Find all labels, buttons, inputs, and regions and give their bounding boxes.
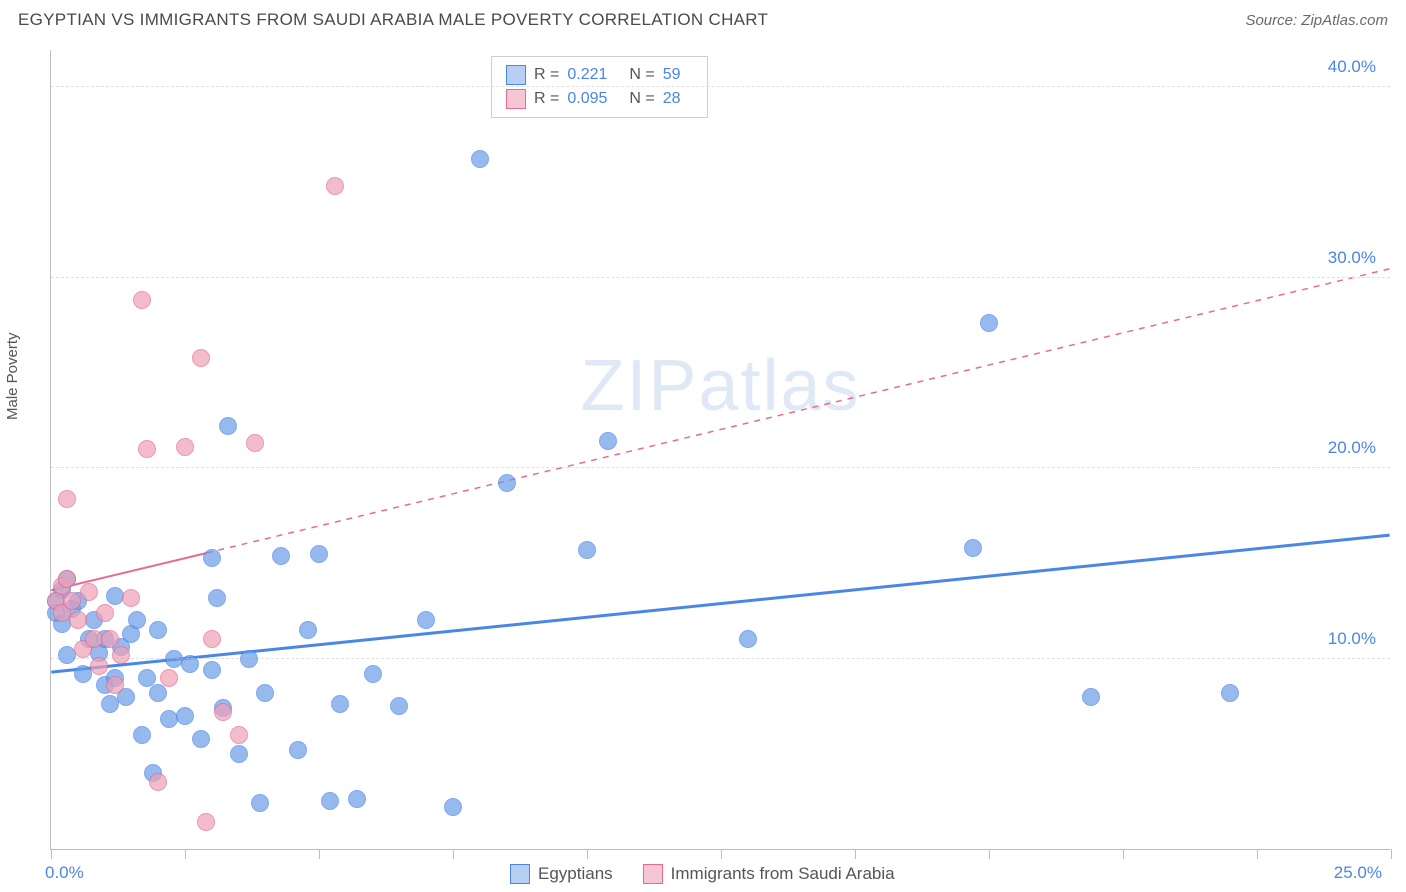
data-point: [230, 726, 248, 744]
data-point: [203, 661, 221, 679]
data-point: [181, 655, 199, 673]
data-point: [106, 676, 124, 694]
data-point: [176, 707, 194, 725]
legend-swatch-egyptians-bottom: [510, 864, 530, 884]
data-point: [149, 621, 167, 639]
x-tick-label: 0.0%: [45, 863, 84, 883]
data-point: [80, 583, 98, 601]
scatter-plot: ZIPatlas R = 0.221 N = 59 R = 0.095 N = …: [50, 50, 1390, 850]
data-point: [219, 417, 237, 435]
data-point: [390, 697, 408, 715]
data-point: [444, 798, 462, 816]
data-point: [964, 539, 982, 557]
series-legend: Egyptians Immigrants from Saudi Arabia: [510, 864, 895, 884]
data-point: [230, 745, 248, 763]
y-tick-label: 20.0%: [1328, 438, 1376, 458]
data-point: [310, 545, 328, 563]
data-point: [69, 611, 87, 629]
r-value-egyptians: 0.221: [567, 66, 621, 84]
r-value-saudi: 0.095: [567, 90, 621, 108]
data-point: [739, 630, 757, 648]
data-point: [214, 703, 232, 721]
data-point: [251, 794, 269, 812]
data-point: [203, 549, 221, 567]
data-point: [331, 695, 349, 713]
data-point: [498, 474, 516, 492]
data-point: [149, 773, 167, 791]
n-value-saudi: 28: [663, 90, 693, 108]
data-point: [348, 790, 366, 808]
data-point: [578, 541, 596, 559]
data-point: [58, 570, 76, 588]
data-point: [208, 589, 226, 607]
data-point: [289, 741, 307, 759]
y-tick-label: 30.0%: [1328, 248, 1376, 268]
data-point: [417, 611, 435, 629]
data-point: [63, 592, 81, 610]
data-point: [1221, 684, 1239, 702]
y-axis-label: Male Poverty: [4, 332, 21, 420]
data-point: [326, 177, 344, 195]
data-point: [133, 726, 151, 744]
chart-title: EGYPTIAN VS IMMIGRANTS FROM SAUDI ARABIA…: [18, 10, 768, 30]
data-point: [272, 547, 290, 565]
data-point: [58, 490, 76, 508]
data-point: [471, 150, 489, 168]
data-point: [96, 604, 114, 622]
data-point: [1082, 688, 1100, 706]
data-point: [112, 646, 130, 664]
data-point: [149, 684, 167, 702]
legend-label-saudi: Immigrants from Saudi Arabia: [671, 864, 895, 884]
data-point: [197, 813, 215, 831]
data-point: [128, 611, 146, 629]
n-value-egyptians: 59: [663, 66, 693, 84]
data-point: [138, 440, 156, 458]
y-tick-label: 40.0%: [1328, 57, 1376, 77]
x-tick-label: 25.0%: [1334, 863, 1382, 883]
data-point: [160, 669, 178, 687]
source-attribution: Source: ZipAtlas.com: [1245, 12, 1388, 29]
data-point: [246, 434, 264, 452]
data-point: [299, 621, 317, 639]
data-point: [133, 291, 151, 309]
legend-swatch-egyptians: [506, 65, 526, 85]
data-point: [192, 349, 210, 367]
data-point: [122, 589, 140, 607]
data-point: [192, 730, 210, 748]
data-point: [176, 438, 194, 456]
watermark: ZIPatlas: [580, 345, 860, 427]
data-point: [364, 665, 382, 683]
data-point: [203, 630, 221, 648]
data-point: [980, 314, 998, 332]
data-point: [599, 432, 617, 450]
data-point: [256, 684, 274, 702]
legend-swatch-saudi: [506, 89, 526, 109]
legend-label-egyptians: Egyptians: [538, 864, 613, 884]
y-tick-label: 10.0%: [1328, 629, 1376, 649]
data-point: [240, 650, 258, 668]
data-point: [90, 657, 108, 675]
data-point: [321, 792, 339, 810]
legend-swatch-saudi-bottom: [643, 864, 663, 884]
